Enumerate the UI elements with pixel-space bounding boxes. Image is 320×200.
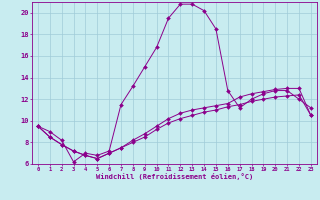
- X-axis label: Windchill (Refroidissement éolien,°C): Windchill (Refroidissement éolien,°C): [96, 173, 253, 180]
